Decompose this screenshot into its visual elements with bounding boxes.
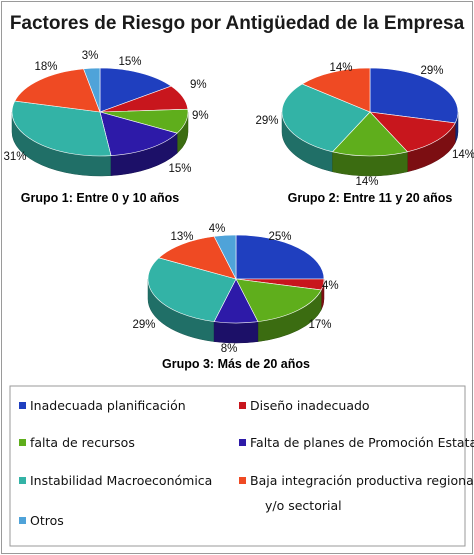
group-3-pct-falta-de-recursos: 17%	[308, 319, 331, 331]
group-1-slice-instabilidad-macroeconomica	[11, 100, 112, 157]
pie-group-2: 29% 14% 14% 29% 14%	[255, 62, 474, 188]
group-1-slice-baja-integracion-productiva-regional-y-o-sectorial	[14, 68, 101, 113]
legend: Inadecuada planificación Diseño inadecua…	[9, 385, 474, 547]
group-3-pct-falta-de-planes-de-promocion-estatal: 8%	[221, 343, 238, 355]
group-2-pct-falta-de-recursos: 14%	[355, 176, 378, 188]
group-2-pct-baja-integracion-productiva-regional-y-o-sectorial: 14%	[329, 62, 352, 74]
group-3-pct-instabilidad-macroeconomica: 29%	[132, 319, 155, 331]
pie-group-1: 15% 9% 9% 15% 31% 18% 3%	[3, 50, 209, 177]
group-1-pct-falta-de-planes-de-promocion-estatal: 15%	[168, 163, 191, 175]
group-2-slice-inadecuada-planificacion	[369, 67, 459, 124]
group-3-pct-inadecuada-planificacion: 25%	[268, 231, 291, 243]
group-3-pct-diseno-inadecuado: 4%	[322, 280, 339, 292]
legend-box	[9, 385, 466, 547]
legend-label-baja-integracion-line-2: y/o sectorial	[265, 498, 342, 513]
chart-title: Factores de Riesgo por Antigüedad de la …	[10, 13, 465, 34]
group-1-pct-instabilidad-macroeconomica: 31%	[3, 151, 26, 163]
group-3-label: Grupo 3: Más de 20 años	[162, 357, 310, 371]
group-1-pct-otros: 3%	[82, 50, 99, 62]
group-2-pct-inadecuada-planificacion: 29%	[420, 65, 443, 77]
group-2-slice-falta-de-recursos	[331, 111, 409, 157]
group-3-slice-instabilidad-macroeconomica	[147, 257, 237, 322]
group-3-slice-inadecuada-planificacion	[235, 234, 325, 280]
group-1-pct-baja-integracion-productiva-regional-y-o-sectorial: 18%	[34, 61, 57, 73]
legend-label-falta-de-planes: Falta de planes de Promoción Estatal	[250, 435, 474, 450]
legend-label-baja-integracion: Baja integración productiva regional	[250, 473, 474, 488]
group-2-label: Grupo 2: Entre 11 y 20 años	[288, 191, 453, 205]
group-1-slice-otros	[83, 67, 101, 113]
legend-swatch-falta-de-planes	[239, 439, 246, 446]
legend-swatch-baja-integracion	[239, 477, 246, 484]
legend-swatch-falta-de-recursos	[19, 439, 26, 446]
group-2-slice-diseno-inadecuado	[369, 111, 456, 153]
legend-label-instabilidad-macroeconomica: Instabilidad Macroeconómica	[30, 473, 212, 488]
legend-swatch-otros	[19, 517, 26, 524]
group-3-pct-otros: 4%	[209, 223, 226, 235]
legend-label-otros: Otros	[30, 513, 64, 528]
group-3-slice-falta-de-recursos	[235, 278, 322, 322]
group-3-side-falta-de-planes-de-promocion-estatal	[213, 321, 259, 344]
group-1-label: Grupo 1: Entre 0 y 10 años	[21, 191, 179, 205]
group-3-pct-baja-integracion-productiva-regional-y-o-sectorial: 13%	[170, 231, 193, 243]
legend-swatch-inadecuada-planificacion	[19, 402, 26, 409]
legend-label-diseno-inadecuado: Diseño inadecuado	[250, 398, 370, 413]
legend-label-inadecuada-planificacion: Inadecuada planificación	[30, 398, 186, 413]
legend-swatch-instabilidad-macroeconomica	[19, 477, 26, 484]
group-1-pct-inadecuada-planificacion: 15%	[118, 56, 141, 68]
legend-swatch-diseno-inadecuado	[239, 402, 246, 409]
group-2-slice-baja-integracion-productiva-regional-y-o-sectorial	[301, 67, 371, 113]
group-1-pct-falta-de-recursos: 9%	[192, 110, 209, 122]
group-3-slice-baja-integracion-productiva-regional-y-o-sectorial	[158, 236, 237, 280]
group-1-slice-falta-de-planes-de-promocion-estatal	[99, 111, 178, 156]
group-3-slice-otros	[213, 234, 237, 280]
group-2-pct-diseno-inadecuado: 14%	[452, 149, 474, 161]
group-1-slice-inadecuada-planificacion	[99, 67, 172, 113]
pie-group-3: 25% 4% 17% 8% 29% 13% 4%	[132, 223, 338, 355]
group-1-pct-diseno-inadecuado: 9%	[190, 79, 207, 91]
group-2-pct-instabilidad-macroeconomica: 29%	[255, 115, 278, 127]
legend-label-falta-de-recursos: falta de recursos	[30, 435, 135, 450]
group-2-slice-instabilidad-macroeconomica	[281, 83, 371, 153]
